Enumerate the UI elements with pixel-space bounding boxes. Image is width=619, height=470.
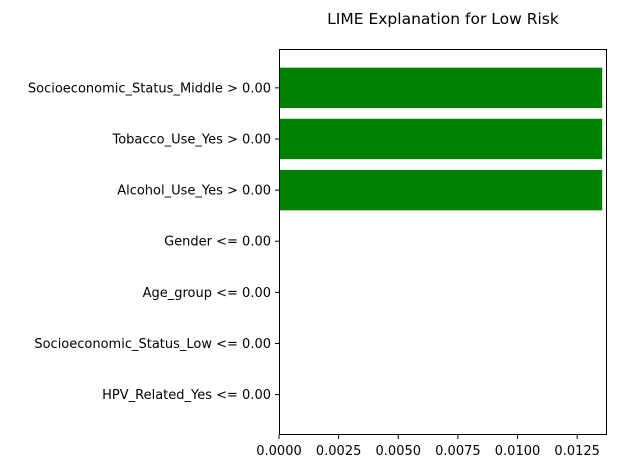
y-tick-label: HPV_Related_Yes <= 0.00 bbox=[102, 388, 271, 403]
chart-title: LIME Explanation for Low Risk bbox=[327, 10, 559, 28]
plot-frame bbox=[279, 49, 607, 435]
bars-layer bbox=[279, 67, 603, 211]
bar bbox=[279, 169, 603, 211]
x-tick-label: 0.0100 bbox=[495, 444, 541, 459]
x-tick-label: 0.0075 bbox=[435, 444, 481, 459]
x-axis-ticks: 0.0000 0.0025 0.0050 0.0075 0.0100 0.0125 bbox=[256, 435, 600, 459]
x-tick-label: 0.0000 bbox=[256, 444, 302, 459]
x-tick-label: 0.0050 bbox=[376, 444, 422, 459]
y-tick-label: Alcohol_Use_Yes > 0.00 bbox=[117, 184, 271, 199]
bar bbox=[279, 67, 603, 109]
x-tick-label: 0.0125 bbox=[554, 444, 600, 459]
x-tick-label: 0.0025 bbox=[316, 444, 362, 459]
y-tick-label: Tobacco_Use_Yes > 0.00 bbox=[111, 132, 271, 147]
y-tick-label: Socioeconomic_Status_Low <= 0.00 bbox=[34, 337, 271, 352]
y-tick-label: Age_group <= 0.00 bbox=[143, 286, 271, 301]
bar bbox=[279, 118, 603, 160]
y-tick-label: Socioeconomic_Status_Middle > 0.00 bbox=[28, 81, 271, 96]
y-tick-label: Gender <= 0.00 bbox=[164, 235, 271, 250]
y-tick-labels: Socioeconomic_Status_Middle > 0.00 Tobacc… bbox=[28, 81, 279, 403]
